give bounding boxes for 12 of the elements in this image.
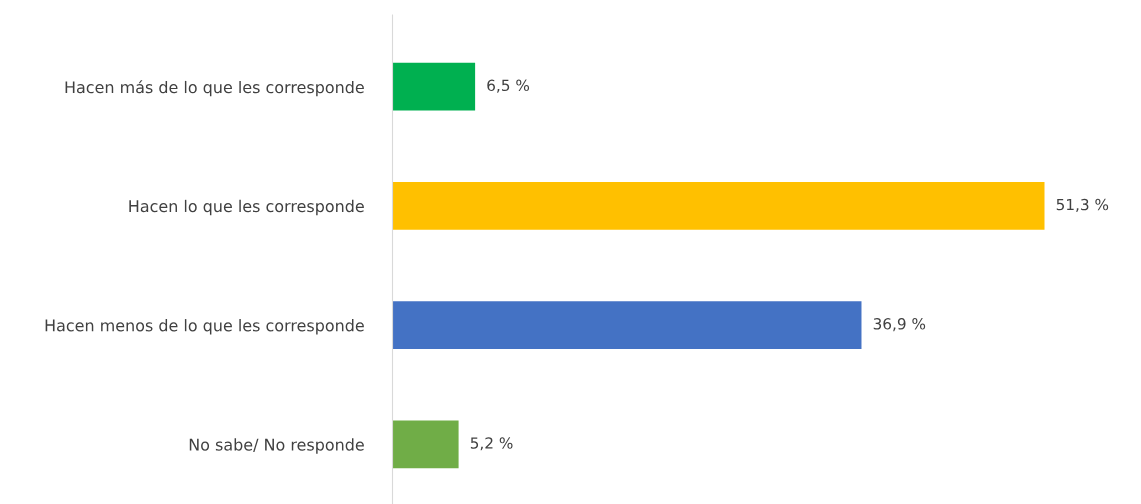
- bar: [392, 420, 459, 469]
- y-tick-label: Hacen lo que les corresponde: [129, 199, 364, 216]
- data-label: 51,3 %: [1056, 198, 1109, 212]
- y-tick-label: Hacen más de lo que les corresponde: [65, 80, 364, 97]
- y-tick-label: Hacen menos de lo que les corresponde: [45, 319, 364, 335]
- y-tick-label: No sabe/ No responde: [189, 438, 364, 454]
- bar: [392, 62, 476, 111]
- data-label: 6,5 %: [487, 79, 530, 93]
- data-label: 5,2 %: [470, 437, 513, 451]
- bar: [392, 301, 862, 349]
- data-label: 36,9 %: [873, 318, 926, 332]
- bar: [392, 182, 1045, 230]
